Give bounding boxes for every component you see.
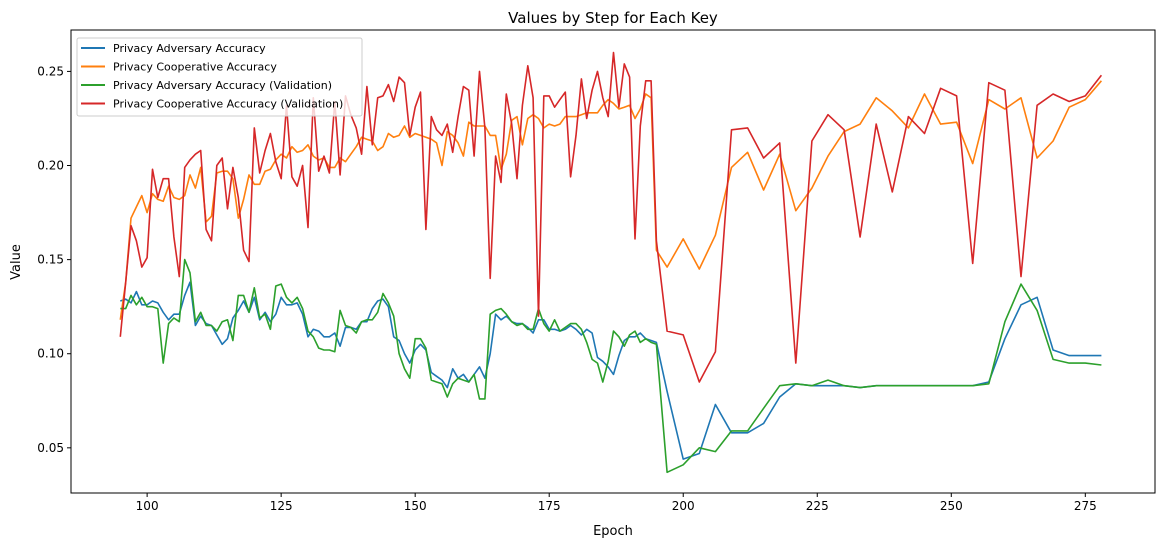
x-tick-label: 125 — [270, 499, 293, 513]
y-axis-label: Value — [9, 244, 24, 280]
y-tick-label: 0.05 — [37, 441, 64, 455]
plot-area-frame — [70, 29, 1156, 494]
y-tick-label: 0.10 — [37, 347, 64, 361]
legend-label: Privacy Adversary Accuracy — [113, 42, 266, 55]
y-tick-label: 0.20 — [37, 159, 64, 173]
legend: Privacy Adversary Accuracy Privacy Cooper… — [76, 37, 363, 117]
legend-label: Privacy Adversary Accuracy (Validation) — [113, 79, 332, 92]
x-tick-label: 250 — [940, 499, 963, 513]
series-line-1 — [119, 80, 1103, 320]
series-line-3 — [119, 51, 1103, 383]
x-tick-label: 200 — [672, 499, 695, 513]
chart-title: Values by Step for Each Key — [508, 9, 718, 27]
legend-label: Privacy Cooperative Accuracy (Validation… — [113, 98, 343, 111]
legend-label: Privacy Cooperative Accuracy — [113, 61, 277, 74]
x-tick-label: 225 — [806, 499, 829, 513]
x-tick-label: 150 — [404, 499, 427, 513]
x-tick-label: 175 — [538, 499, 561, 513]
x-tick-label: 275 — [1074, 499, 1097, 513]
legend-box — [76, 37, 363, 117]
x-axis-label: Epoch — [593, 524, 633, 539]
x-tick-label: 100 — [136, 499, 159, 513]
series-line-2 — [120, 258, 1102, 474]
series-line-0 — [120, 281, 1102, 460]
y-tick-label: 0.25 — [37, 64, 64, 78]
y-tick-label: 0.15 — [37, 253, 64, 267]
